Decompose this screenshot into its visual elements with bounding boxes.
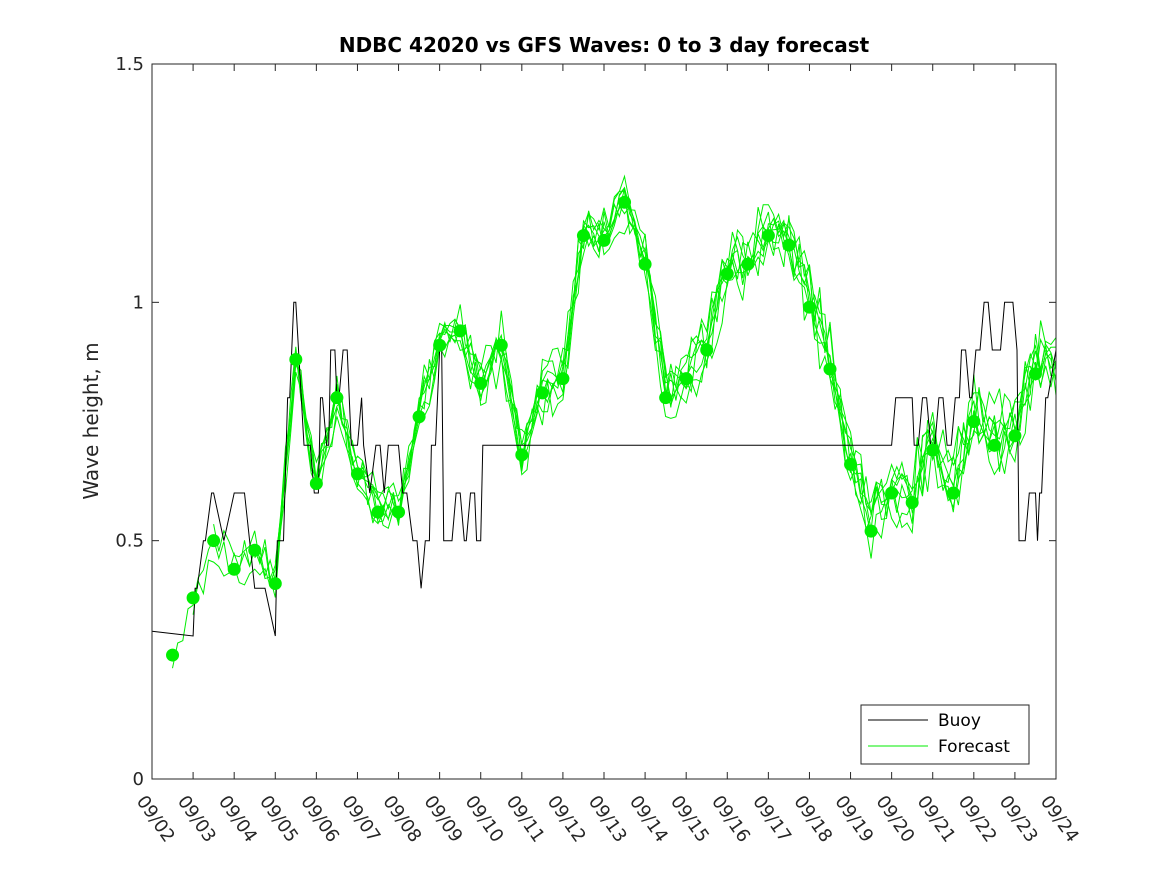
forecast-point [576, 229, 590, 243]
forecast-point [556, 372, 570, 386]
forecast-point [330, 391, 344, 405]
forecast-point [350, 467, 364, 481]
forecast-point [844, 457, 858, 471]
forecast-point [946, 486, 960, 500]
legend-label-forecast: Forecast [938, 737, 1010, 757]
forecast-point [227, 562, 241, 576]
forecast-point [453, 324, 467, 338]
y-tick-label: 1 [133, 292, 144, 313]
y-axis: 0 0.5 1 1.5 [115, 54, 1056, 790]
forecast-point [371, 505, 385, 519]
forecast-points [166, 195, 1042, 662]
forecast-point [515, 448, 529, 462]
y-tick-label: 0 [133, 769, 144, 790]
forecast-point [289, 353, 303, 367]
forecast-point [166, 648, 180, 662]
forecast-point [494, 338, 508, 352]
forecast-point [782, 238, 796, 252]
y-tick-label: 1.5 [115, 54, 144, 75]
forecast-point [248, 543, 262, 557]
forecast-point [741, 257, 755, 271]
legend: Buoy Forecast [860, 704, 1030, 765]
forecast-point [926, 443, 940, 457]
forecast-point [1028, 367, 1042, 381]
forecast-point [700, 343, 714, 357]
forecast-point [987, 438, 1001, 452]
forecast-point [207, 534, 221, 548]
forecast-point [864, 524, 878, 538]
forecast-point [802, 300, 816, 314]
legend-label-buoy: Buoy [938, 711, 981, 731]
forecast-point [1008, 429, 1022, 443]
forecast-point [392, 505, 406, 519]
legend-box [860, 704, 1030, 765]
forecast-point [474, 376, 488, 390]
forecast-point [618, 195, 632, 209]
y-axis-label: Wave height, m [79, 342, 103, 499]
forecast-point [412, 410, 426, 424]
chart-title: NDBC 42020 vs GFS Waves: 0 to 3 day fore… [339, 33, 870, 57]
forecast-point [885, 486, 899, 500]
forecast-point [309, 476, 323, 490]
forecast-point [638, 257, 652, 271]
forecast-point [905, 496, 919, 510]
forecast-point [720, 267, 734, 281]
forecast-point [679, 372, 693, 386]
forecast-point [597, 233, 611, 247]
forecast-point [823, 362, 837, 376]
forecast-line [254, 190, 1057, 581]
y-tick-label: 0.5 [115, 531, 144, 552]
forecast-point [761, 229, 775, 243]
forecast-point [186, 591, 200, 605]
forecast-point [535, 386, 549, 400]
forecast-point [268, 577, 282, 591]
forecast-point [433, 338, 447, 352]
forecast-point [659, 391, 673, 405]
forecast-point [967, 415, 981, 428]
